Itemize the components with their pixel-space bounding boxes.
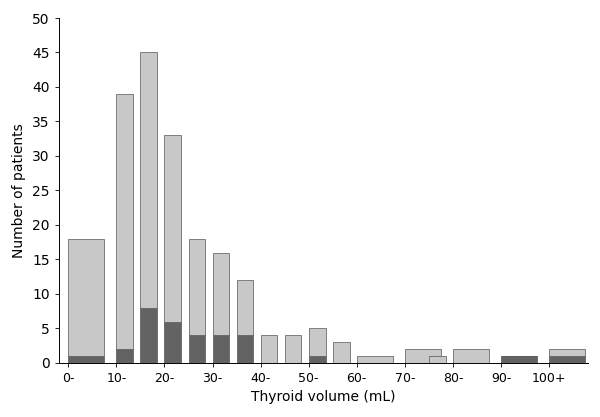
- Bar: [501, 356, 537, 363]
- X-axis label: Thyroid volume (mL): Thyroid volume (mL): [251, 390, 395, 404]
- Bar: [333, 342, 350, 363]
- Bar: [549, 356, 585, 363]
- Bar: [357, 356, 393, 363]
- Bar: [429, 356, 446, 363]
- Bar: [116, 94, 133, 349]
- Bar: [68, 356, 104, 363]
- Bar: [549, 349, 585, 356]
- Bar: [212, 253, 229, 335]
- Bar: [236, 335, 253, 363]
- Bar: [284, 335, 301, 363]
- Bar: [453, 349, 489, 363]
- Bar: [308, 356, 326, 363]
- Bar: [140, 308, 157, 363]
- Y-axis label: Number of patients: Number of patients: [13, 123, 26, 258]
- Bar: [236, 280, 253, 335]
- Bar: [188, 335, 205, 363]
- Bar: [164, 135, 181, 322]
- Bar: [68, 239, 104, 356]
- Bar: [116, 349, 133, 363]
- Bar: [140, 53, 157, 308]
- Bar: [308, 329, 326, 356]
- Bar: [260, 335, 277, 363]
- Bar: [188, 239, 205, 335]
- Bar: [164, 322, 181, 363]
- Bar: [212, 335, 229, 363]
- Bar: [405, 349, 441, 363]
